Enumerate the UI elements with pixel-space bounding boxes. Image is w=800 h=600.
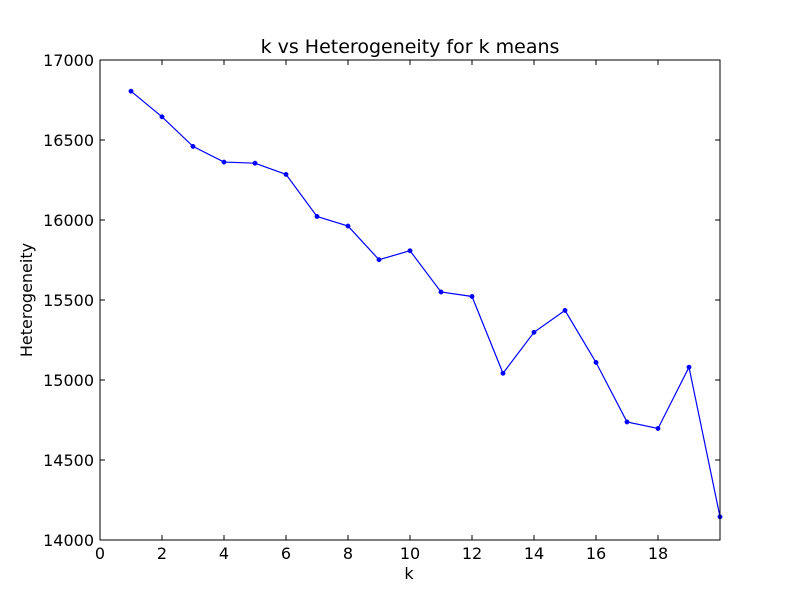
x-tick-label: 8 (343, 544, 353, 563)
chart-title: k vs Heterogeneity for k means (261, 36, 560, 58)
x-tick-label: 10 (400, 544, 420, 563)
series-line (130, 90, 721, 517)
data-point (221, 159, 227, 165)
data-point (283, 171, 289, 177)
data-point (469, 294, 475, 299)
data-point (624, 419, 630, 425)
x-tick-label: 16 (586, 544, 606, 563)
data-point (562, 307, 568, 313)
x-tick-label: 18 (648, 544, 668, 563)
data-point (252, 160, 258, 166)
data-point (376, 257, 382, 263)
data-point (159, 114, 165, 120)
data-point (190, 143, 196, 149)
y-tick-label: 14000 (43, 531, 94, 550)
data-point (345, 223, 351, 229)
data-point (438, 289, 444, 295)
y-tick-label: 16500 (43, 131, 94, 150)
y-tick-label: 14500 (43, 451, 94, 470)
y-tick-label: 15500 (43, 291, 94, 310)
data-point (531, 329, 537, 335)
x-tick-label: 2 (157, 544, 167, 563)
data-point (128, 88, 134, 94)
x-tick-label: 12 (462, 544, 482, 563)
x-tick-label: 14 (524, 544, 544, 563)
y-axis-label: Heterogeneity (17, 243, 36, 357)
data-point (314, 214, 320, 219)
data-point (593, 359, 599, 365)
data-point (500, 370, 506, 376)
data-point (407, 248, 413, 254)
plot-frame (99, 59, 721, 541)
x-tick-label: 4 (219, 544, 229, 563)
y-tick-label: 15000 (43, 371, 94, 390)
y-tick-label: 16000 (43, 211, 94, 230)
x-tick-label: 6 (281, 544, 291, 563)
data-point (686, 364, 692, 370)
x-tick-label: 0 (95, 544, 105, 563)
plot-area: 0 2 4 6 8 10 12 14 16 18 14000 14500 15000 15500 16000… (43, 51, 723, 563)
x-axis-label: k (404, 564, 414, 583)
y-tick-label: 17000 (43, 51, 94, 70)
data-point (655, 426, 661, 431)
